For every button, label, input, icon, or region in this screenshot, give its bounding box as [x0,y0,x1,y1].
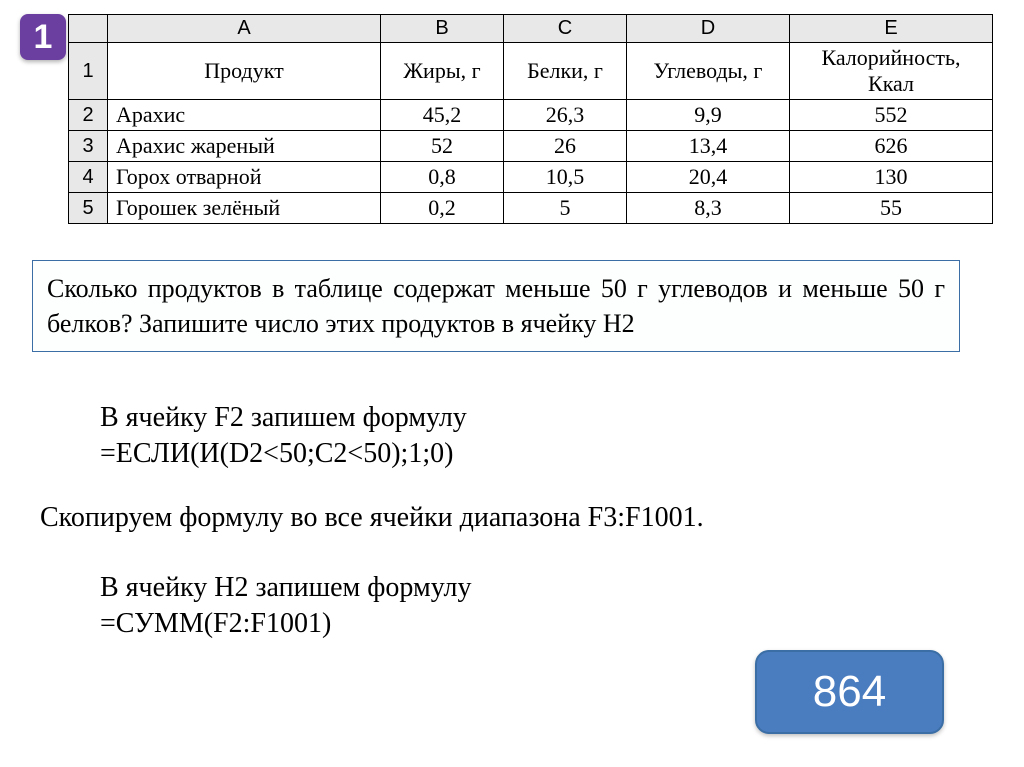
step-3-line-1: В ячейку H2 запишем формулу [100,570,800,606]
cell-C4: 10,5 [504,162,627,193]
col-header-A: A [108,15,381,43]
cell-A2: Арахис [108,100,381,131]
cell-C5: 5 [504,193,627,224]
cell-D4: 20,4 [627,162,790,193]
cell-A1: Продукт [108,43,381,100]
col-header-D: D [627,15,790,43]
cell-B2: 45,2 [381,100,504,131]
cell-B1: Жиры, г [381,43,504,100]
question-box: Сколько продуктов в таблице содержат мен… [32,260,960,352]
step-1: В ячейку F2 запишем формулу =ЕСЛИ(И(D2<5… [100,400,900,473]
slide-number-badge: 1 [20,14,66,60]
corner-cell [69,15,108,43]
cell-B5: 0,2 [381,193,504,224]
cell-D3: 13,4 [627,131,790,162]
row-header-3: 3 [69,131,108,162]
col-header-E: E [790,15,993,43]
cell-E5: 55 [790,193,993,224]
cell-E4: 130 [790,162,993,193]
cell-B3: 52 [381,131,504,162]
cell-D2: 9,9 [627,100,790,131]
spreadsheet-table: A B C D E 1 Продукт Жиры, г Белки, г Угл… [68,14,993,224]
cell-C2: 26,3 [504,100,627,131]
row-header-1: 1 [69,43,108,100]
cell-E2: 552 [790,100,993,131]
cell-D5: 8,3 [627,193,790,224]
step-2: Скопируем формулу во все ячейки диапазон… [40,500,940,536]
row-header-4: 4 [69,162,108,193]
cell-A4: Горох отварной [108,162,381,193]
col-header-C: C [504,15,627,43]
cell-A3: Арахис жареный [108,131,381,162]
step-3: В ячейку H2 запишем формулу =СУММ(F2:F10… [100,570,800,643]
answer-badge: 864 [755,650,944,734]
step-1-line-2: =ЕСЛИ(И(D2<50;C2<50);1;0) [100,436,900,472]
cell-A5: Горошек зелёный [108,193,381,224]
row-header-5: 5 [69,193,108,224]
row-header-2: 2 [69,100,108,131]
cell-C3: 26 [504,131,627,162]
step-1-line-1: В ячейку F2 запишем формулу [100,400,900,436]
col-header-B: B [381,15,504,43]
cell-B4: 0,8 [381,162,504,193]
step-3-line-2: =СУММ(F2:F1001) [100,606,800,642]
cell-E1: Калорийность, Ккал [790,43,993,100]
cell-D1: Углеводы, г [627,43,790,100]
cell-E3: 626 [790,131,993,162]
cell-C1: Белки, г [504,43,627,100]
